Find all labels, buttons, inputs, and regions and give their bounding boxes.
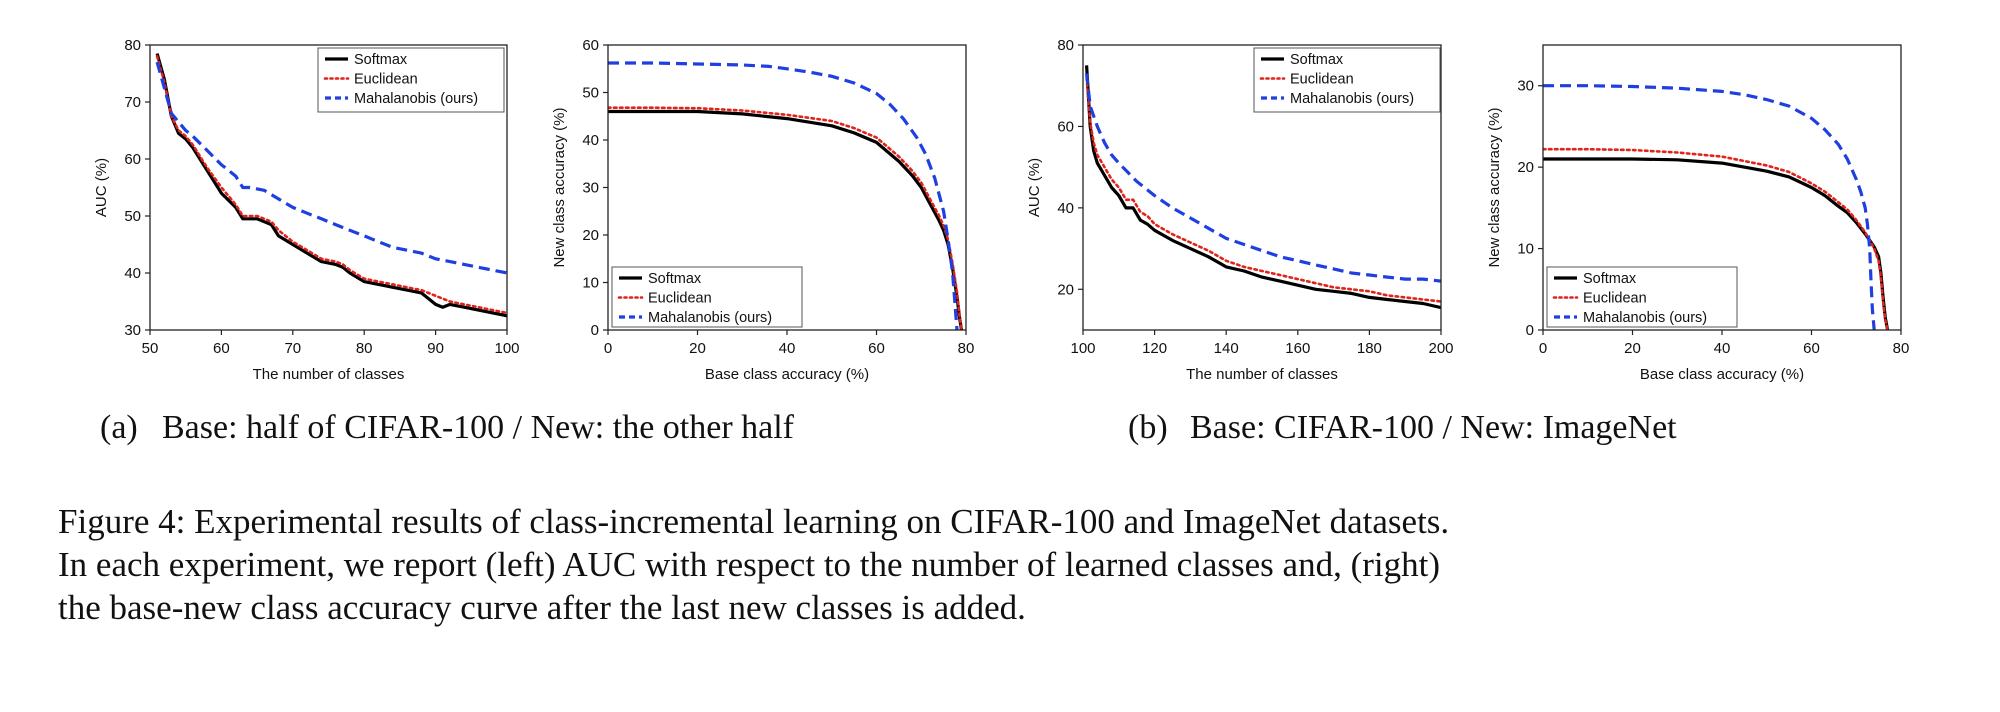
x-tick-label: 160 (1285, 340, 1310, 357)
y-axis-label: AUC (%) (93, 158, 110, 217)
x-axis-label: Base class accuracy (%) (705, 366, 869, 383)
caption-line-3: the base-new class accuracy curve after … (58, 588, 1026, 627)
x-axis-label: Base class accuracy (%) (1640, 366, 1804, 383)
x-tick-label: 100 (1070, 340, 1095, 357)
series-line-euclidean (155, 55, 507, 315)
plot-frame (1082, 44, 1442, 331)
y-tick-label: 30 (1517, 78, 1534, 95)
caption-line-1: Figure 4: Experimental results of class-… (58, 502, 1450, 541)
subcaption-a-text: Base: half of CIFAR-100 / New: the other… (162, 409, 795, 446)
legend-label: Softmax (1290, 52, 1344, 68)
y-tick-label: 50 (124, 208, 141, 225)
chart-a-base-new: 0 20 40 60 80 0 10 20 30 40 50 60 Base class accurac… (551, 37, 974, 383)
series-line-euclidean (1543, 147, 1889, 330)
y-tick-label: 70 (124, 94, 141, 111)
x-tick-label: 40 (1714, 340, 1731, 357)
legend-box (1253, 47, 1441, 113)
subcaption-b-text: Base: CIFAR-100 / New: ImageNet (1190, 409, 1677, 446)
legend-label: Euclidean (648, 291, 712, 307)
series-line-softmax (155, 53, 507, 318)
y-tick-label: 80 (1057, 37, 1074, 54)
legend-box (317, 47, 505, 113)
legend-label: Softmax (1583, 271, 1637, 287)
x-tick-label: 20 (689, 340, 706, 357)
subcaption-a-tag: (a) (100, 409, 138, 446)
y-tick-label: 20 (1057, 281, 1074, 298)
legend-label: Mahalanobis (ours) (354, 91, 478, 107)
legend-label: Mahalanobis (ours) (1290, 91, 1414, 107)
x-tick-label: 20 (1624, 340, 1641, 357)
legend-label: Euclidean (1583, 291, 1647, 307)
x-tick-label: 100 (494, 340, 519, 357)
y-tick-label: 30 (582, 180, 599, 197)
x-tick-label: 80 (958, 340, 975, 357)
y-tick-label: 60 (582, 37, 599, 54)
y-tick-label: 60 (124, 151, 141, 168)
chart-b-auc: 100 120 140 160 180 200 20 40 60 80 The number of … (1026, 37, 1454, 383)
caption-line-2: In each experiment, we report (left) AUC… (58, 545, 1440, 584)
series-line-mahalanobis-ours (608, 61, 959, 330)
legend-label: Mahalanobis (ours) (648, 310, 772, 326)
x-tick-label: 80 (1893, 340, 1910, 357)
x-tick-label: 140 (1214, 340, 1239, 357)
series-line-softmax (1543, 157, 1890, 330)
series-line-euclidean (1085, 76, 1441, 303)
legend-label: Euclidean (1290, 72, 1354, 88)
y-tick-label: 50 (582, 85, 599, 102)
y-tick-label: 20 (1517, 159, 1534, 176)
y-tick-label: 10 (582, 275, 599, 292)
legend-label: Euclidean (354, 72, 418, 88)
x-tick-label: 40 (779, 340, 796, 357)
series-line-mahalanobis-ours (1085, 73, 1441, 283)
x-axis-label: The number of classes (253, 366, 405, 383)
y-axis-label: AUC (%) (1026, 158, 1043, 217)
legend-label: Softmax (648, 271, 702, 287)
y-tick-label: 30 (124, 322, 141, 339)
chart-a-auc: 50 60 70 80 90 100 30 40 50 60 70 80 The number of c… (93, 37, 520, 383)
plot-frame (149, 44, 508, 331)
x-tick-label: 0 (1539, 340, 1547, 357)
x-tick-label: 80 (356, 340, 373, 357)
series-line-mahalanobis-ours (1543, 84, 1876, 330)
y-tick-label: 60 (1057, 118, 1074, 135)
x-tick-label: 90 (427, 340, 444, 357)
x-tick-label: 200 (1428, 340, 1453, 357)
legend-box (1546, 266, 1738, 328)
x-tick-label: 180 (1357, 340, 1382, 357)
legend-label: Softmax (354, 52, 408, 68)
series-line-softmax (1085, 65, 1441, 310)
x-tick-label: 0 (604, 340, 612, 357)
x-tick-label: 120 (1142, 340, 1167, 357)
figure-caption: Figure 4: Experimental results of class-… (58, 500, 1978, 629)
x-tick-label: 60 (1803, 340, 1820, 357)
legend-box (611, 266, 803, 328)
y-tick-label: 0 (591, 322, 599, 339)
x-axis-label: The number of classes (1186, 366, 1338, 383)
y-tick-label: 40 (124, 265, 141, 282)
y-axis-label: New class accuracy (%) (1486, 107, 1503, 267)
y-tick-label: 20 (582, 227, 599, 244)
y-tick-label: 40 (582, 132, 599, 149)
y-tick-label: 40 (1057, 200, 1074, 217)
y-axis-label: New class accuracy (%) (551, 107, 568, 267)
y-tick-label: 10 (1517, 241, 1534, 258)
y-tick-label: 80 (124, 37, 141, 54)
subcaption-b-tag: (b) (1128, 409, 1168, 446)
x-tick-label: 60 (868, 340, 885, 357)
legend-label: Mahalanobis (ours) (1583, 310, 1707, 326)
x-tick-label: 70 (284, 340, 301, 357)
series-line-mahalanobis-ours (155, 61, 507, 275)
y-tick-label: 0 (1526, 322, 1534, 339)
x-tick-label: 50 (142, 340, 159, 357)
chart-b-base-new: 0 20 40 60 80 0 10 20 30 Base class accuracy (%) N… (1486, 44, 1910, 383)
x-tick-label: 60 (213, 340, 230, 357)
